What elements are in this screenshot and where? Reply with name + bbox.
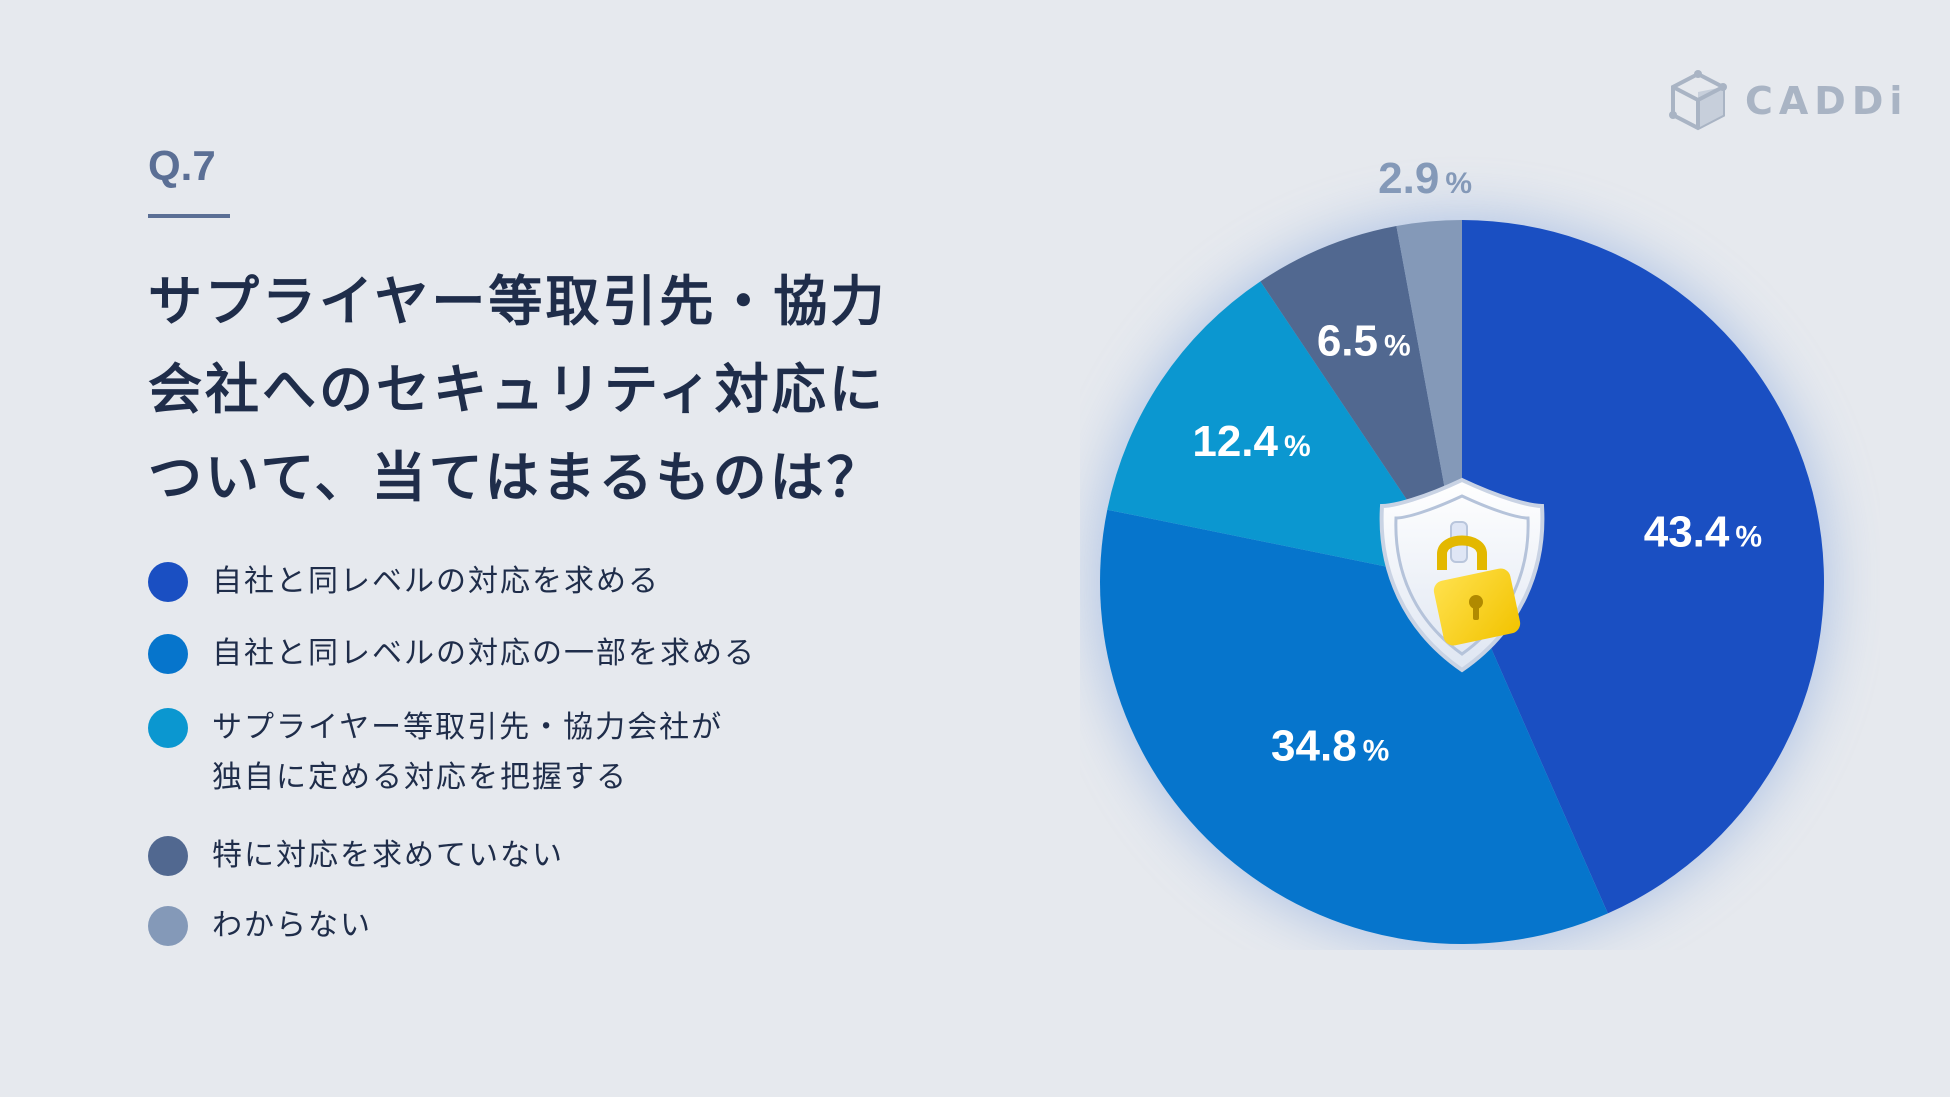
logo-text: CADDi (1745, 79, 1909, 123)
legend-label: 自社と同レベルの対応を求める (212, 564, 660, 599)
legend-label: サプライヤー等取引先・協力会社が 独自に定める対応を把握する (212, 710, 724, 795)
title-line: 会社へのセキュリティ対応に (148, 358, 886, 421)
pie-slice (1100, 509, 1608, 945)
legend-item: 自社と同レベルの対応を求める (148, 562, 660, 607)
legend-label: 特に対応を求めていない (212, 838, 564, 873)
cube-icon (1669, 70, 1727, 131)
question-title: サプライヤー等取引先・協力 会社へのセキュリティ対応に ついて、当てはまるものは… (148, 258, 968, 522)
caddi-logo: CADDi (1665, 68, 1908, 134)
question-number: Q.7 (148, 142, 216, 189)
pie-chart: 43.4 % 34.8 % 12.4 % 6.5 % 2.9% (1097, 154, 1827, 947)
data-label: 6.5% (1317, 317, 1411, 366)
title-line: ついて、当てはまるものは？ (148, 446, 884, 509)
legend-item: わからない (148, 906, 372, 951)
pie-slice (1462, 220, 1824, 914)
title-line: サプライヤー等取引先・協力 (148, 270, 888, 333)
data-label: 34.8% (1271, 721, 1389, 770)
shield-lock-icon (1379, 477, 1545, 673)
question-underline (148, 214, 230, 218)
data-label: 12.4% (1192, 417, 1310, 466)
legend-label: わからない (212, 908, 372, 943)
data-label: 2.9% (1378, 154, 1472, 203)
legend-swatch (148, 634, 188, 674)
legend-swatch (148, 836, 188, 876)
legend-label: 自社と同レベルの対応の一部を求める (212, 636, 756, 671)
legend-item: 自社と同レベルの対応の一部を求める (148, 634, 756, 679)
legend-item: 特に対応を求めていない (148, 836, 564, 881)
legend-swatch (148, 708, 188, 748)
data-label: 43.4% (1644, 507, 1762, 556)
pie-slice (1260, 225, 1462, 582)
pie-slice (1107, 281, 1462, 582)
legend-swatch (148, 906, 188, 946)
pie-chart-area: 43.4% 34.8% 12.4% 6.5% 2.9% (1080, 150, 1880, 950)
legend-swatch (148, 562, 188, 602)
legend-item: サプライヤー等取引先・協力会社が 独自に定める対応を把握する (148, 708, 723, 803)
